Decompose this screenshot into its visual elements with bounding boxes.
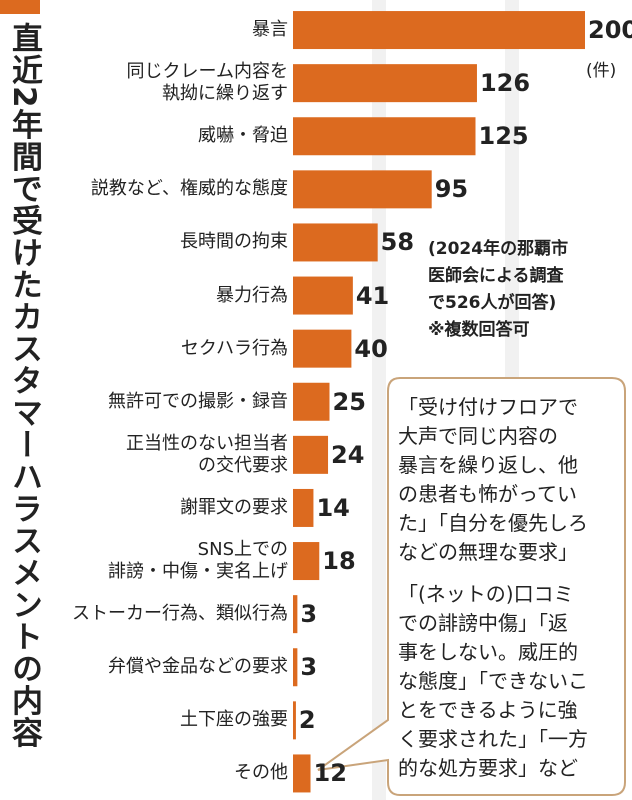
bar [293,542,320,581]
value-label: 18 [322,547,356,575]
category-label: 説教など、権威的な態度 [90,178,288,200]
value-label: 125 [478,122,529,151]
chart-title: 直近2年間で受けたカスタマーハラスメントの内容 [6,22,42,749]
unit-label: (件) [586,61,617,81]
callout-text: 「(ネットの)口コミ での誹謗中傷」「返 事をしない。威圧的 な態度」「できない… [398,582,588,780]
bar [293,701,296,740]
title-marker [0,0,40,14]
category-label: 暴力行為 [216,284,288,306]
bar [293,117,476,156]
value-label: 12 [313,759,347,788]
bar [293,435,329,474]
value-label: 200 [588,16,632,44]
bar [293,382,330,421]
bar [293,223,378,262]
category-label: 無許可での撮影・録音 [108,390,288,412]
value-label: 3 [300,653,318,682]
callout-box [317,377,626,796]
category-label: SNS上での 誹謗・中傷・実名上げ [108,539,288,582]
value-label: 3 [300,600,318,629]
category-label: その他 [234,762,288,784]
value-label: 24 [331,440,365,469]
category-label: セクハラ行為 [180,337,288,359]
value-label: 41 [355,281,390,310]
bar [293,488,314,527]
value-label: 2 [298,706,316,735]
bar [293,276,353,315]
category-label: 長時間の拘束 [180,231,288,253]
bar [293,170,432,209]
callout-text: 「受け付けフロアで 大声で同じ内容の 暴言を繰り返し、他 の患者も怖がってい た… [398,395,588,564]
category-label: 弁償や金品などの要求 [108,656,288,678]
category-label: 謝罪文の要求 [180,496,288,518]
bar [293,595,298,634]
value-label: 14 [316,493,350,522]
category-label: 土下座の強要 [180,709,288,731]
bar [293,329,352,368]
value-label: 25 [332,387,366,416]
bar [293,11,585,50]
background-band [505,0,519,380]
value-label: 95 [434,175,469,204]
value-label: 126 [479,69,531,98]
value-label: 40 [354,334,388,363]
category-label: 暴言 [252,19,288,40]
category-label: 正当性のない担当者 の交代要求 [126,432,288,476]
bar [293,648,298,687]
bar [293,754,311,793]
bar [293,64,477,103]
category-label: 威嚇・脅迫 [198,125,288,147]
source-note: (2024年の那覇市 医師会による調査 で526人が回答) ※複数回答可 [428,239,569,340]
category-label: ストーカー行為、類似行為 [72,603,288,625]
value-label: 58 [380,228,415,257]
category-label: 同じクレーム内容を 執拗に繰り返す [126,61,288,105]
